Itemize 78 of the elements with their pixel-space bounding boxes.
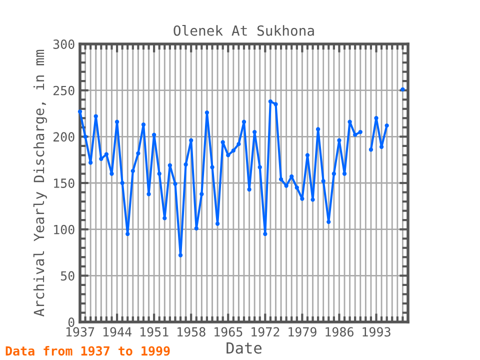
x-tick-label: 1965 (214, 327, 242, 337)
point (278, 177, 284, 182)
point (126, 232, 130, 236)
point (173, 182, 178, 186)
x-tick-label: 1937 (66, 327, 94, 337)
y-tick-label: 100 (54, 224, 74, 234)
point (400, 87, 405, 92)
point (247, 187, 252, 192)
point (94, 114, 98, 118)
y-tick-label: 200 (53, 132, 74, 142)
x-tick-label: 1958 (178, 327, 206, 337)
x-tick-label: 1979 (288, 327, 316, 337)
point (242, 120, 246, 124)
point (252, 130, 257, 134)
point (114, 120, 120, 124)
point (384, 123, 389, 128)
x-tick-label: 1951 (140, 327, 168, 337)
point (130, 168, 135, 174)
text: Data from 1937 to 1999 (6, 346, 170, 356)
point (263, 232, 268, 236)
point (152, 132, 156, 137)
point (99, 156, 104, 161)
point (141, 122, 146, 127)
point (178, 253, 183, 258)
point (358, 130, 362, 134)
point (194, 226, 198, 230)
point (78, 110, 82, 114)
point (168, 163, 172, 168)
point (374, 116, 378, 120)
point (274, 102, 278, 106)
x-tick-label: 1986 (326, 327, 354, 337)
point (321, 179, 326, 184)
point (189, 138, 194, 142)
y-tick-label: 0 (68, 318, 74, 327)
point (236, 142, 241, 146)
point (231, 148, 236, 153)
point (310, 198, 315, 202)
point (337, 138, 342, 142)
point (215, 222, 220, 226)
point (294, 186, 299, 190)
x-axis-title: Date (226, 342, 262, 354)
point (316, 127, 320, 132)
point (220, 140, 225, 144)
x-tick-label: 1972 (252, 327, 280, 337)
point (284, 184, 288, 188)
point (300, 196, 304, 201)
point (326, 220, 331, 224)
point (136, 151, 140, 156)
point (332, 172, 336, 176)
point (348, 120, 352, 124)
point (162, 216, 167, 220)
point (342, 172, 347, 176)
point (258, 165, 262, 170)
point (83, 134, 88, 139)
point (368, 148, 374, 152)
point (200, 192, 204, 196)
y-tick-label: 300 (53, 40, 74, 49)
x-tick-label: 1993 (362, 327, 390, 337)
y-tick-label: 50 (60, 271, 74, 281)
point (226, 153, 230, 158)
y-axis-title: Archival Yearly Discharge, in mm (33, 50, 48, 317)
y-tick-label: 150 (54, 178, 74, 188)
x-tick-label: 1944 (103, 327, 132, 337)
point (88, 160, 93, 165)
y-tick-label: 250 (53, 86, 74, 96)
point (157, 172, 162, 176)
chart-title: Olenek At Sukhona (174, 25, 314, 36)
point (204, 110, 210, 115)
point (104, 152, 109, 156)
point (120, 180, 124, 186)
point (379, 144, 384, 149)
point (353, 132, 358, 137)
point (184, 162, 188, 167)
point (146, 192, 151, 196)
point (305, 153, 310, 158)
point (268, 99, 273, 104)
point (110, 172, 114, 176)
point (210, 165, 214, 170)
